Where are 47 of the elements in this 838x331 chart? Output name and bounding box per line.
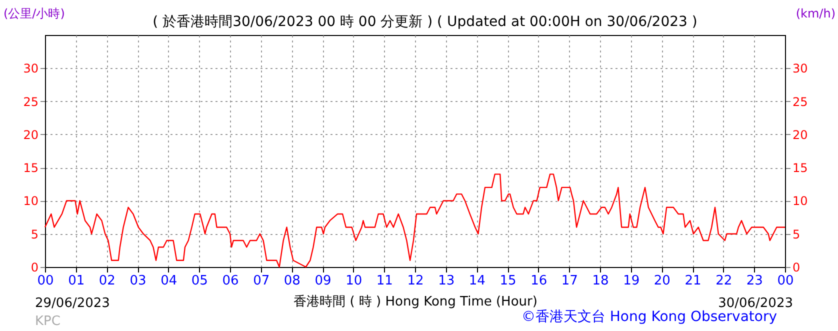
y2-tick-label: 25 bbox=[792, 94, 808, 109]
y-tick-label: 10 bbox=[23, 194, 38, 208]
y2-axis-title: (km/h) bbox=[796, 6, 836, 20]
y2-tick-label: 15 bbox=[792, 161, 808, 176]
y2-tick-label: 20 bbox=[792, 128, 808, 142]
y-tick-label: 5 bbox=[30, 227, 38, 242]
y-tick-label: 15 bbox=[23, 161, 38, 176]
text: KPC bbox=[35, 314, 60, 329]
text: 29/06/2023 bbox=[35, 296, 110, 311]
x-tick-label: 13 bbox=[438, 274, 455, 288]
x-tick-label: 09 bbox=[314, 274, 332, 288]
y-tick-label: 20 bbox=[23, 128, 38, 142]
chart-title: ( 於香港時間30/06/2023 00 時 00 分更新 ) ( Updated at 00:00H on 30/06/2023 ) bbox=[152, 14, 698, 30]
x-tick-label: 22 bbox=[716, 274, 732, 288]
y-tick-label: 30 bbox=[23, 62, 38, 76]
x-tick-label: 15 bbox=[500, 274, 516, 288]
y2-tick-label: 10 bbox=[792, 194, 808, 208]
y2-tick-label: 0 bbox=[792, 260, 800, 274]
y-tick-label: 25 bbox=[23, 94, 38, 109]
x-tick-label: 11 bbox=[376, 274, 393, 288]
x-tick-label: 17 bbox=[561, 274, 578, 288]
x-tick-label: 00 bbox=[777, 274, 794, 288]
x-tick-label: 19 bbox=[623, 274, 640, 288]
x-axis-title: 香港時間 ( 時 ) Hong Kong Time (Hour) bbox=[294, 294, 538, 310]
x-tick-label: 08 bbox=[284, 274, 300, 288]
y2-tick-label: 5 bbox=[792, 227, 800, 242]
text: ©香港天文台 Hong Kong Observatory bbox=[521, 309, 777, 325]
x-tick-label: 23 bbox=[746, 274, 763, 288]
y2-tick-label: 30 bbox=[792, 62, 808, 76]
x-tick-label: 03 bbox=[130, 274, 146, 288]
x-tick-label: 06 bbox=[222, 274, 239, 288]
x-tick-label: 00 bbox=[37, 274, 54, 288]
y-axis-title: (公里/小時) bbox=[4, 6, 65, 20]
x-tick-label: 07 bbox=[253, 274, 270, 288]
x-tick-label: 10 bbox=[346, 274, 362, 288]
x-tick-label: 04 bbox=[160, 274, 178, 288]
x-tick-label: 16 bbox=[530, 274, 548, 288]
x-tick-label: 02 bbox=[98, 274, 116, 288]
x-tick-label: 18 bbox=[592, 274, 609, 288]
x-tick-label: 14 bbox=[468, 274, 486, 288]
x-tick-label: 12 bbox=[407, 274, 424, 288]
x-tick-label: 20 bbox=[654, 274, 670, 288]
text: 30/06/2023 bbox=[718, 296, 793, 311]
x-tick-label: 05 bbox=[191, 274, 208, 288]
y-tick-label: 0 bbox=[30, 260, 38, 274]
x-tick-label: 01 bbox=[68, 274, 85, 288]
x-tick-label: 21 bbox=[684, 274, 702, 288]
